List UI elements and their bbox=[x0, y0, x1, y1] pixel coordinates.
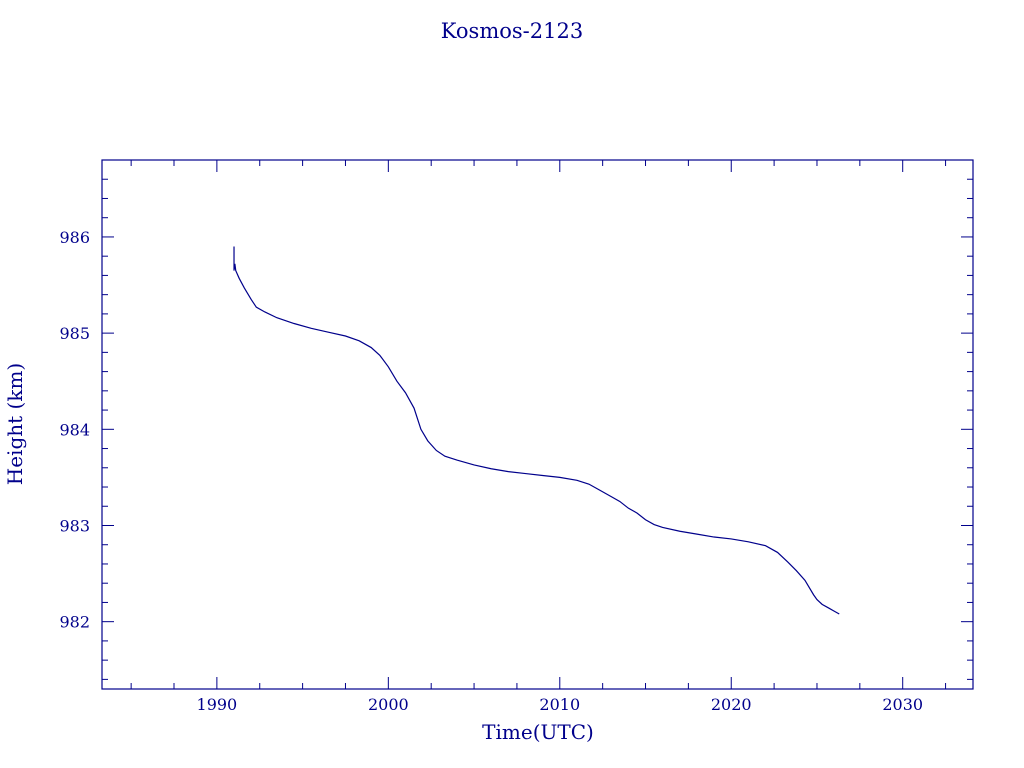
y-tick-label: 986 bbox=[59, 228, 90, 247]
plot-frame bbox=[101, 159, 974, 690]
x-tick-label: 1990 bbox=[197, 695, 238, 714]
y-tick-label: 984 bbox=[59, 420, 90, 439]
x-tick-label: 2030 bbox=[882, 695, 923, 714]
axis-ticks bbox=[102, 159, 973, 689]
tick-labels: 1990 2000 2010 2020 2030 982 983 984 985 986 bbox=[59, 228, 923, 714]
x-tick-label: 2010 bbox=[539, 695, 580, 714]
y-axis-label: Height (km) bbox=[3, 363, 27, 485]
height-series-line bbox=[233, 246, 840, 615]
x-tick-label: 2020 bbox=[711, 695, 752, 714]
x-axis-label: Time(UTC) bbox=[482, 720, 594, 744]
chart-title: Kosmos-2123 bbox=[441, 19, 583, 43]
y-tick-label: 983 bbox=[59, 516, 90, 535]
y-tick-label: 982 bbox=[59, 613, 90, 632]
y-tick-label: 985 bbox=[59, 324, 90, 343]
x-tick-label: 2000 bbox=[368, 695, 409, 714]
